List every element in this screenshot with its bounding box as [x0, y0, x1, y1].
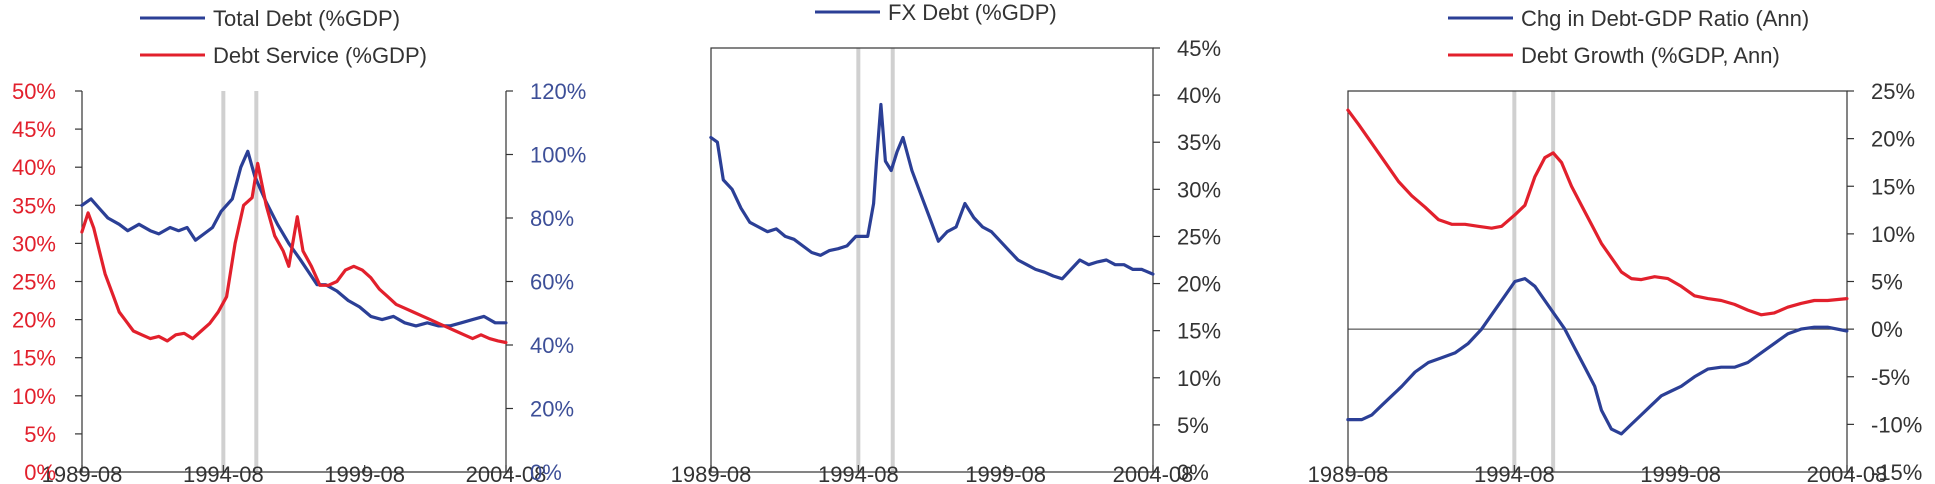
x-tick-label: 1989-08 [42, 462, 123, 484]
left-y-tick-label: 15% [12, 346, 56, 371]
chart-fx-debt: FX Debt (%GDP) 1989-08 1994-08 1999-08 2004… [671, 0, 1221, 484]
chart-total-debt-and-debt-service: Total Debt (%GDP) Debt Service (%GDP) 19… [12, 6, 586, 484]
right-y-tick-label: 10% [1871, 222, 1915, 247]
right-y-tick-label: 30% [1177, 177, 1221, 202]
right-y-tick-label: 0% [530, 460, 562, 484]
x-tick-label: 1999-08 [965, 462, 1046, 484]
left-y-tick-label: 25% [12, 270, 56, 295]
legend-1: Total Debt (%GDP) Debt Service (%GDP) [140, 6, 427, 68]
right-y-tick-label: 20% [1177, 272, 1221, 297]
right-y-tick-label: 20% [530, 397, 574, 422]
right-y-tick-label: 0% [1177, 460, 1209, 484]
x-tick-label: 2004-08 [1113, 462, 1194, 484]
right-y-tick-label: 25% [1177, 224, 1221, 249]
left-y-tick-label: 5% [24, 422, 56, 447]
legend-label-total-debt: Total Debt (%GDP) [213, 6, 400, 31]
x-tick-label: 2004-08 [1807, 462, 1888, 484]
shaded-band-1 [856, 48, 861, 472]
shaded-band-2 [890, 48, 895, 472]
left-y-tick-label: 35% [12, 193, 56, 218]
x-tick-label: 1994-08 [183, 462, 264, 484]
right-y-tick-label: 15% [1871, 174, 1915, 199]
legend-label-debt-growth: Debt Growth (%GDP, Ann) [1521, 43, 1780, 68]
right-y-tick-label: 120% [530, 79, 586, 104]
plot-frame [1347, 90, 1848, 473]
x-tick-label: 1989-08 [1308, 462, 1389, 484]
shaded-band-2 [254, 91, 259, 472]
right-y-tick-label: 20% [1871, 127, 1915, 152]
x-tick-label: 1994-08 [1474, 462, 1555, 484]
legend-2: FX Debt (%GDP) [815, 0, 1057, 25]
left-y-tick-label: 50% [12, 79, 56, 104]
series-line-debt-growth-gdp-ann [1346, 108, 1849, 317]
right-y-tick-label: -5% [1871, 365, 1910, 390]
x-tick-label: 1994-08 [818, 462, 899, 484]
chart-debt-growth: Chg in Debt-GDP Ratio (Ann) Debt Growth … [1308, 6, 1923, 484]
x-tick-label: 2004-08 [466, 462, 547, 484]
right-y-tick-label: 100% [530, 143, 586, 168]
right-y-tick-label: -15% [1871, 460, 1922, 484]
series-line-fx-debt-gdp [709, 102, 1155, 281]
right-y-tick-label: 25% [1871, 79, 1915, 104]
right-y-tick-label: 40% [1177, 83, 1221, 108]
plot-frame [710, 47, 1154, 473]
right-y-tick-label: 80% [530, 206, 574, 231]
right-y-tick-label: 35% [1177, 130, 1221, 155]
legend-label-fx-debt: FX Debt (%GDP) [888, 0, 1057, 25]
x-tick-label: 1999-08 [324, 462, 405, 484]
series-line-total-debt-gdp [80, 149, 508, 328]
legend-label-debt-service: Debt Service (%GDP) [213, 43, 427, 68]
right-y-tick-label: 0% [1871, 317, 1903, 342]
legend-label-chg-debt-gdp: Chg in Debt-GDP Ratio (Ann) [1521, 6, 1809, 31]
right-y-tick-label: 5% [1177, 413, 1209, 438]
right-y-tick-label: -10% [1871, 412, 1922, 437]
legend-3: Chg in Debt-GDP Ratio (Ann) Debt Growth … [1448, 6, 1809, 68]
shaded-band-1 [221, 91, 226, 472]
left-y-tick-label: 0% [24, 460, 56, 484]
right-y-tick-label: 45% [1177, 36, 1221, 61]
right-y-tick-label: 5% [1871, 270, 1903, 295]
series-line-debt-service-gdp [80, 161, 508, 345]
x-tick-label: 1999-08 [1640, 462, 1721, 484]
shaded-band-2 [1551, 91, 1556, 472]
left-y-tick-label: 40% [12, 155, 56, 180]
left-y-tick-label: 30% [12, 231, 56, 256]
right-y-tick-label: 10% [1177, 366, 1221, 391]
series-line-chg-in-debt-gdp-ratio-ann [1346, 277, 1849, 436]
x-tick-label: 1989-08 [671, 462, 752, 484]
left-y-tick-label: 20% [12, 308, 56, 333]
right-y-tick-label: 60% [530, 270, 574, 295]
left-y-tick-label: 10% [12, 384, 56, 409]
right-y-tick-label: 40% [530, 333, 574, 358]
right-y-tick-label: 15% [1177, 319, 1221, 344]
left-y-tick-label: 45% [12, 117, 56, 142]
